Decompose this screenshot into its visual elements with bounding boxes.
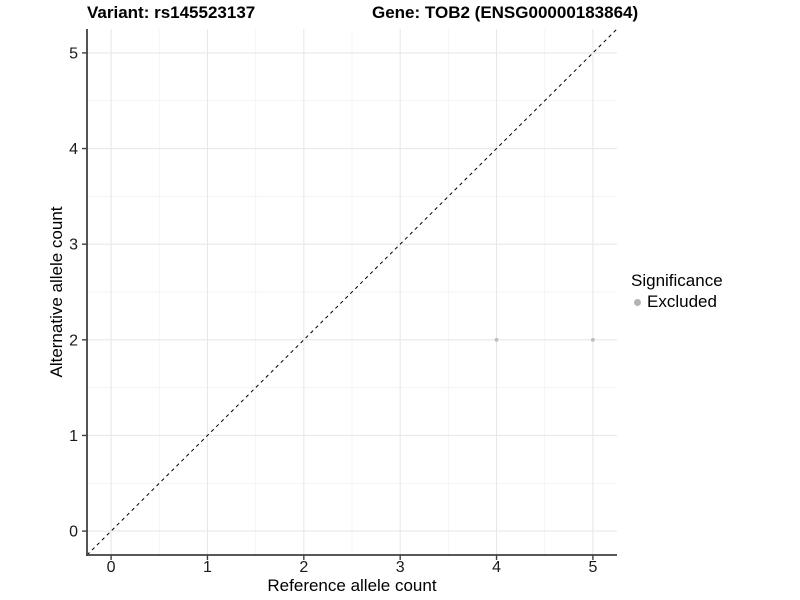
data-point	[591, 337, 595, 342]
legend-item-label: Excluded	[647, 292, 717, 311]
identity-line	[86, 28, 618, 556]
svg-text:5: 5	[588, 559, 597, 576]
svg-text:2: 2	[69, 332, 78, 349]
y-axis-title: Alternative allele count	[47, 206, 66, 378]
legend: Significance Excluded	[631, 270, 723, 312]
svg-text:1: 1	[69, 428, 78, 445]
tick-marks	[82, 52, 594, 560]
axis-lines	[86, 29, 617, 556]
svg-text:2: 2	[299, 559, 308, 576]
legend-item-excluded: Excluded	[631, 292, 723, 312]
plot-title-variant: Variant: rs145523137	[87, 3, 256, 22]
svg-text:0: 0	[107, 559, 116, 576]
svg-text:1: 1	[203, 559, 212, 576]
excluded-point-icon	[634, 298, 641, 306]
svg-text:0: 0	[69, 524, 78, 541]
data-points	[494, 337, 595, 342]
minor-gridlines	[87, 29, 617, 555]
svg-text:5: 5	[69, 45, 78, 62]
tick-labels: 0 1 2 3 4 5 0 1 2 3 4 5	[69, 45, 597, 576]
svg-text:3: 3	[396, 559, 405, 576]
data-point	[494, 337, 499, 342]
svg-text:3: 3	[69, 237, 78, 254]
svg-text:4: 4	[492, 559, 501, 576]
legend-title: Significance	[631, 271, 723, 290]
plot-title-gene: Gene: TOB2 (ENSG00000183864)	[372, 3, 639, 22]
major-gridlines	[87, 29, 617, 555]
x-axis-title: Reference allele count	[267, 576, 437, 595]
svg-text:4: 4	[69, 141, 78, 158]
